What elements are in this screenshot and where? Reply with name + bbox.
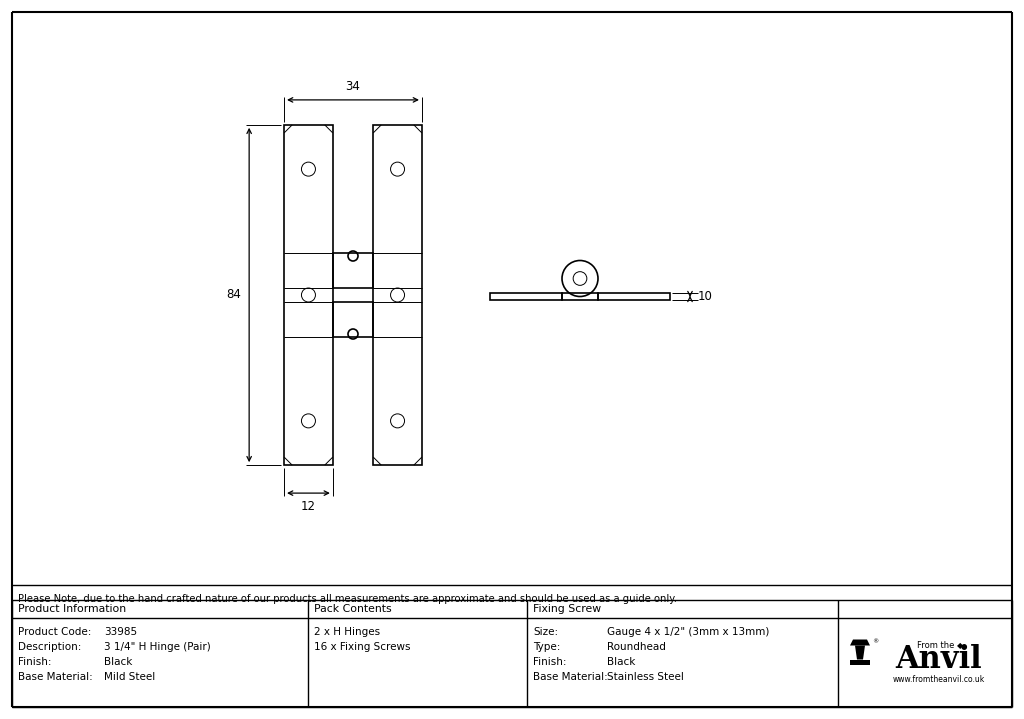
Text: Black: Black (607, 657, 635, 667)
Bar (490, 293, 562, 300)
Text: www.fromtheanvil.co.uk: www.fromtheanvil.co.uk (893, 675, 985, 684)
Bar (333, 302, 374, 337)
Text: Gauge 4 x 1/2" (3mm x 13mm): Gauge 4 x 1/2" (3mm x 13mm) (607, 627, 769, 637)
Text: From the ◆: From the ◆ (916, 640, 964, 649)
Text: 84: 84 (226, 288, 241, 301)
Text: 2 x H Hinges: 2 x H Hinges (314, 627, 380, 637)
Text: Description:: Description: (18, 642, 81, 652)
Bar (374, 125, 422, 465)
Text: 34: 34 (345, 80, 360, 93)
FancyBboxPatch shape (850, 659, 870, 664)
Text: Black: Black (104, 657, 132, 667)
Text: Base Material:: Base Material: (18, 672, 93, 682)
Text: Type:: Type: (534, 642, 560, 652)
Text: Base Material:: Base Material: (534, 672, 608, 682)
Text: Finish:: Finish: (18, 657, 51, 667)
Text: 10: 10 (698, 290, 713, 303)
Text: Stainless Steel: Stainless Steel (607, 672, 684, 682)
Text: 33985: 33985 (104, 627, 137, 637)
Text: Finish:: Finish: (534, 657, 566, 667)
Polygon shape (850, 639, 870, 646)
Text: Product Code:: Product Code: (18, 627, 91, 637)
Bar (333, 253, 374, 288)
Text: Pack Contents: Pack Contents (314, 604, 391, 614)
Text: Roundhead: Roundhead (607, 642, 666, 652)
Text: Anvil: Anvil (896, 644, 982, 675)
Bar (562, 293, 598, 300)
Bar (284, 125, 333, 465)
Text: Product Information: Product Information (18, 604, 126, 614)
Text: 12: 12 (301, 500, 316, 513)
Text: Please Note, due to the hand crafted nature of our products all measurements are: Please Note, due to the hand crafted nat… (18, 594, 677, 604)
Text: Mild Steel: Mild Steel (104, 672, 156, 682)
Polygon shape (855, 646, 865, 659)
Bar (598, 293, 670, 300)
Text: Size:: Size: (534, 627, 558, 637)
Text: Fixing Screw: Fixing Screw (534, 604, 601, 614)
Text: 3 1/4" H Hinge (Pair): 3 1/4" H Hinge (Pair) (104, 642, 211, 652)
Text: 16 x Fixing Screws: 16 x Fixing Screws (314, 642, 411, 652)
Text: ®: ® (872, 639, 879, 644)
